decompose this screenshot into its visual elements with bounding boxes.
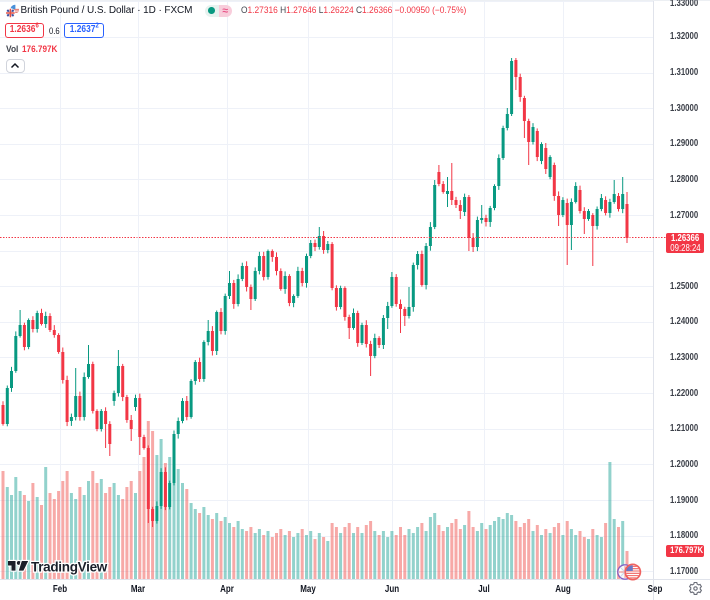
svg-text:TradingView: TradingView [31, 560, 108, 575]
